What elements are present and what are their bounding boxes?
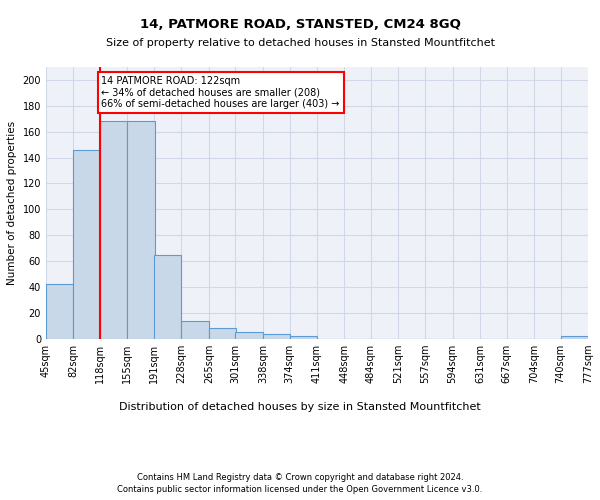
Bar [235, 332, 263, 338]
Bar [181, 320, 209, 338]
Text: Distribution of detached houses by size in Stansted Mountfitchet: Distribution of detached houses by size … [119, 402, 481, 412]
Text: 14, PATMORE ROAD, STANSTED, CM24 8GQ: 14, PATMORE ROAD, STANSTED, CM24 8GQ [140, 18, 460, 30]
Text: Contains HM Land Registry data © Crown copyright and database right 2024.: Contains HM Land Registry data © Crown c… [137, 472, 463, 482]
Bar [100, 122, 127, 338]
Bar [73, 150, 101, 338]
Text: 14 PATMORE ROAD: 122sqm
← 34% of detached houses are smaller (208)
66% of semi-d: 14 PATMORE ROAD: 122sqm ← 34% of detache… [101, 76, 340, 109]
Y-axis label: Number of detached properties: Number of detached properties [7, 121, 17, 285]
Bar [560, 336, 588, 338]
Bar [209, 328, 236, 338]
Bar [127, 122, 155, 338]
Text: Size of property relative to detached houses in Stansted Mountfitchet: Size of property relative to detached ho… [106, 38, 494, 48]
Bar [263, 334, 290, 338]
Bar [290, 336, 317, 338]
Text: Contains public sector information licensed under the Open Government Licence v3: Contains public sector information licen… [118, 485, 482, 494]
Bar [154, 254, 181, 338]
Bar [46, 284, 73, 339]
